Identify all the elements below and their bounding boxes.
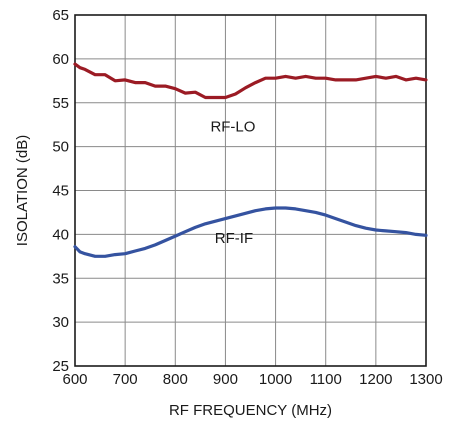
grid	[75, 15, 426, 366]
plot-frame	[74, 14, 427, 367]
series-label-rf-lo: RF-LO	[210, 119, 255, 136]
x-tick-label: 1200	[359, 371, 392, 388]
y-tick-label: 25	[52, 358, 69, 375]
y-axis-title: ISOLATION (dB)	[14, 135, 31, 246]
y-tick-label: 65	[52, 7, 69, 24]
y-tick-label: 45	[52, 183, 69, 200]
x-tick-label: 800	[163, 371, 188, 388]
y-tick-label: 30	[52, 314, 69, 331]
series-label-rf-if: RF-IF	[215, 230, 253, 247]
tick-labels: 600 700 800 900 1000 1100 1200 1300 25 30 35 40 45 50…	[52, 7, 442, 388]
x-tick-label: 600	[62, 371, 87, 388]
series-line-rf-lo	[73, 62, 428, 100]
y-tick-label: 55	[52, 95, 69, 112]
series-layer	[73, 62, 428, 258]
x-tick-label: 900	[213, 371, 238, 388]
y-tick-label: 40	[52, 226, 69, 243]
y-tick-label: 50	[52, 139, 69, 156]
x-tick-label: 700	[113, 371, 138, 388]
x-tick-label: 1100	[310, 371, 342, 388]
y-tick-label: 60	[52, 51, 69, 68]
y-tick-label: 35	[52, 270, 69, 287]
x-tick-label: 1300	[409, 371, 442, 388]
x-axis-title: RF FREQUENCY (MHz)	[169, 402, 332, 419]
series-line-rf-if	[73, 206, 428, 258]
x-tick-label: 1000	[259, 371, 292, 388]
